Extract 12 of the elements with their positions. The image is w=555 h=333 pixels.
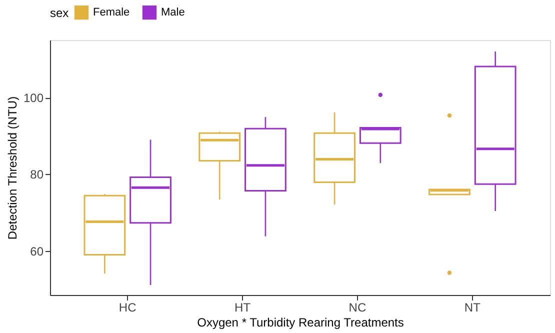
x-tick-label: NC [348, 300, 366, 314]
y-axis-title: Detection Threshold (NTU) [5, 96, 20, 240]
legend-label: Male [161, 6, 185, 19]
y-tick-label: 100 [23, 91, 44, 106]
x-tick-label: HT [234, 300, 252, 314]
legend-label: Female [93, 6, 130, 19]
x-tick-label: HC [118, 300, 137, 314]
x-tick-label: NT [464, 300, 482, 314]
legend-title: sex [50, 6, 69, 20]
y-tick-label: 60 [30, 244, 44, 258]
x-axis-title: Oxygen * Turbidity Rearing Treatments [197, 316, 404, 330]
y-tick-label: 80 [30, 168, 44, 182]
